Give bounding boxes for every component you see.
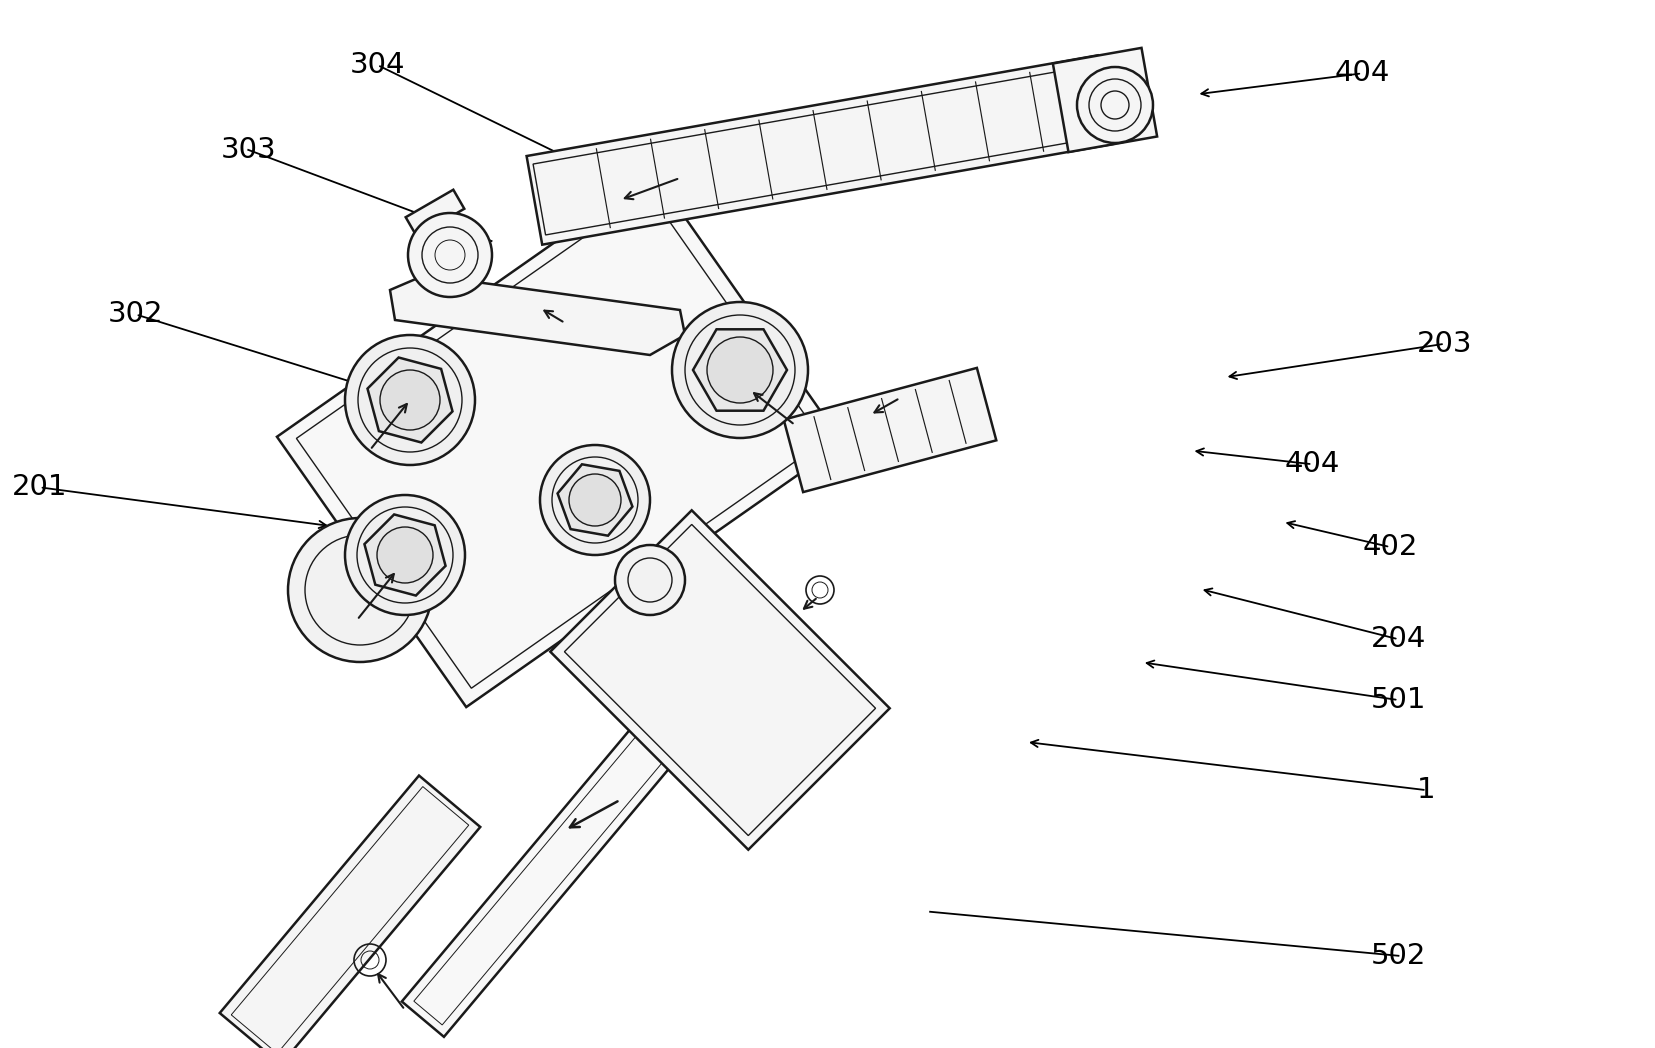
Polygon shape xyxy=(276,173,842,707)
Polygon shape xyxy=(364,515,445,595)
Text: 501: 501 xyxy=(1370,686,1427,714)
Polygon shape xyxy=(402,604,778,1036)
Circle shape xyxy=(409,213,492,297)
Text: 404: 404 xyxy=(1284,451,1341,478)
Circle shape xyxy=(707,337,773,403)
Polygon shape xyxy=(551,510,890,850)
Text: 1: 1 xyxy=(1417,777,1437,804)
Text: 201: 201 xyxy=(12,474,68,501)
Text: 304: 304 xyxy=(349,51,405,79)
Text: 402: 402 xyxy=(1362,533,1418,561)
Polygon shape xyxy=(784,368,996,493)
Circle shape xyxy=(381,370,440,430)
Polygon shape xyxy=(220,776,480,1048)
Text: 303: 303 xyxy=(220,136,276,163)
Polygon shape xyxy=(367,357,452,442)
Circle shape xyxy=(616,545,685,615)
Text: 203: 203 xyxy=(1417,330,1473,357)
Circle shape xyxy=(672,302,808,438)
Text: 404: 404 xyxy=(1334,60,1390,87)
Polygon shape xyxy=(1053,48,1157,152)
Circle shape xyxy=(288,518,432,662)
Circle shape xyxy=(377,527,434,583)
Polygon shape xyxy=(526,56,1114,244)
Circle shape xyxy=(1077,67,1154,143)
Polygon shape xyxy=(391,275,685,355)
Text: 204: 204 xyxy=(1370,626,1427,653)
Circle shape xyxy=(344,335,475,465)
Text: 502: 502 xyxy=(1370,942,1427,969)
Text: 302: 302 xyxy=(108,301,164,328)
Circle shape xyxy=(344,495,465,615)
Circle shape xyxy=(569,474,621,526)
Polygon shape xyxy=(693,329,788,411)
Polygon shape xyxy=(405,190,465,236)
Circle shape xyxy=(540,445,650,555)
Polygon shape xyxy=(558,464,632,536)
